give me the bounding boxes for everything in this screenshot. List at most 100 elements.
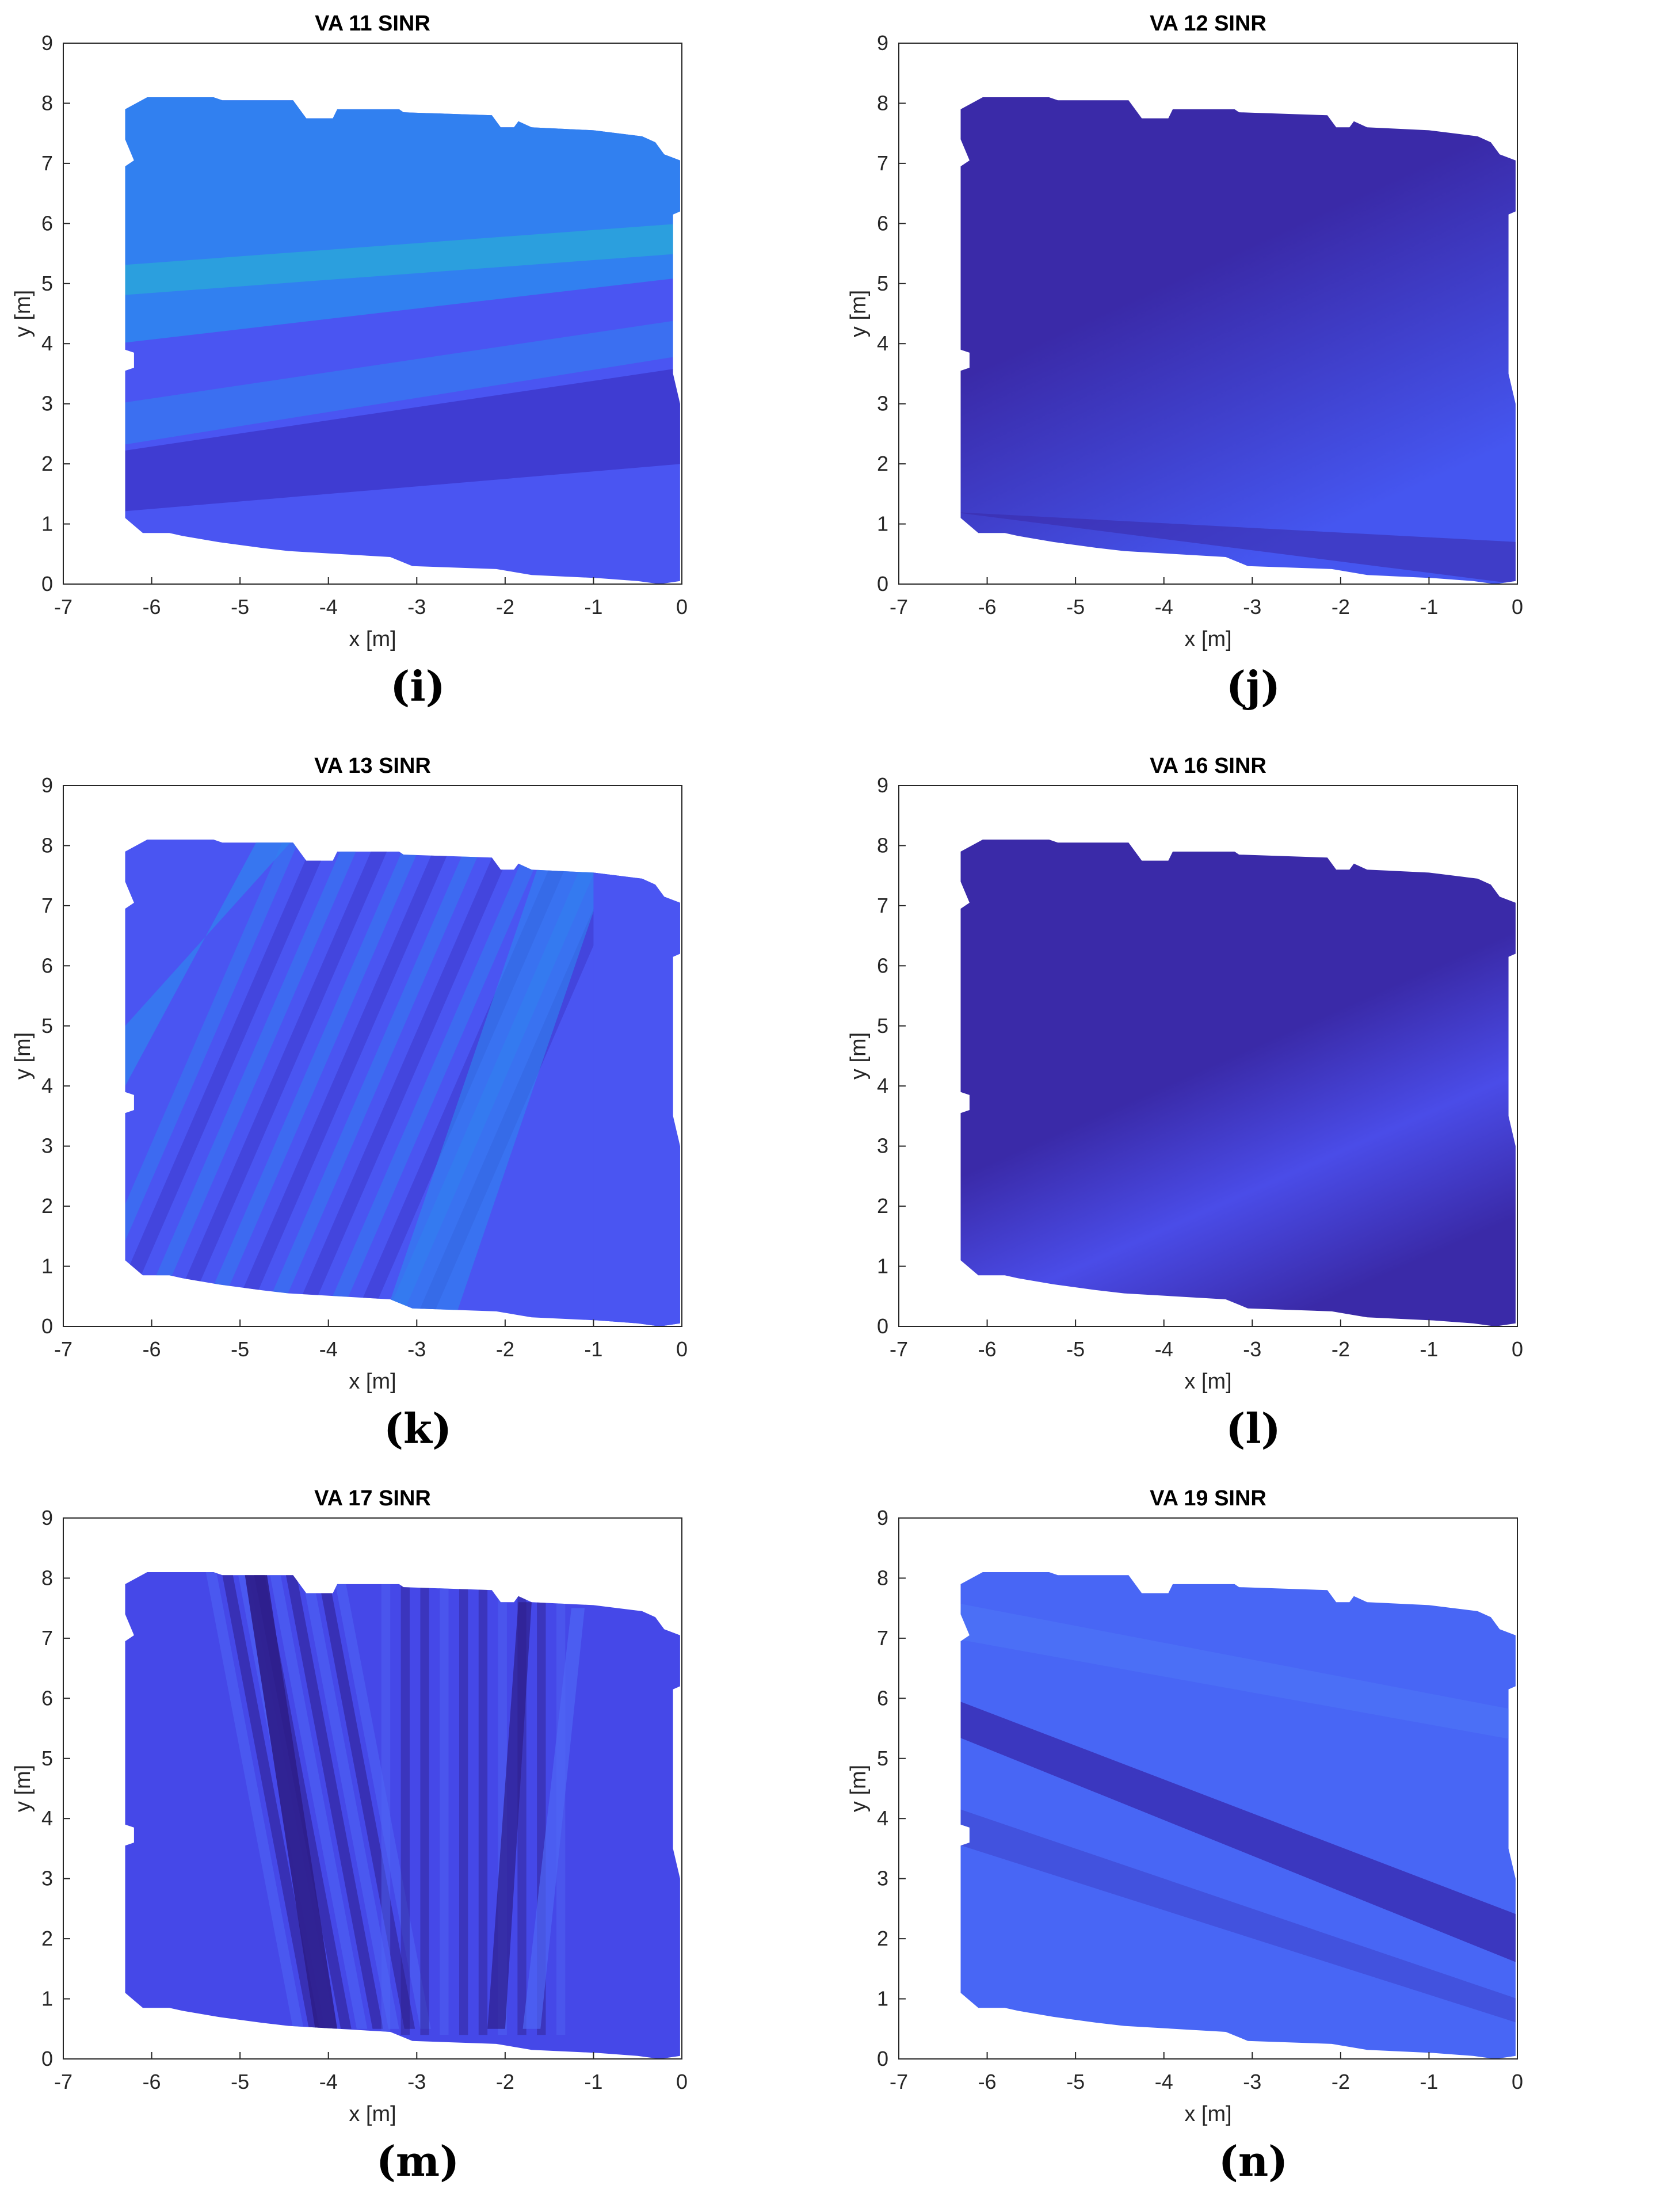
y-tick-label: 5 bbox=[41, 272, 53, 295]
y-tick-label: 6 bbox=[41, 954, 53, 977]
x-tick-label: -6 bbox=[978, 595, 997, 619]
x-tick-label: 0 bbox=[676, 595, 688, 619]
x-tick-label: -6 bbox=[143, 595, 161, 619]
y-tick-label: 7 bbox=[877, 1626, 888, 1650]
sinr-field-l bbox=[960, 840, 1516, 1326]
y-tick-label: 2 bbox=[877, 1927, 888, 1950]
y-tick-label: 8 bbox=[41, 91, 53, 115]
y-tick-label: 9 bbox=[41, 773, 53, 797]
x-tick-label: -4 bbox=[319, 595, 338, 619]
y-tick-label: 1 bbox=[41, 512, 53, 536]
y-axis-label: y [m] bbox=[11, 290, 35, 337]
x-tick-label: -6 bbox=[978, 2070, 997, 2093]
x-tick-label: -2 bbox=[496, 1337, 514, 1361]
y-tick-label: 2 bbox=[41, 1927, 53, 1950]
y-tick-label: 4 bbox=[41, 331, 53, 355]
x-tick-label: -2 bbox=[496, 2070, 514, 2093]
panel-l: -7 -6 -5 -4 -3 -2 -1 0 0 1 2 3 4 5 6 7 8 9 VA 16 SINR x [m]… bbox=[836, 742, 1671, 1479]
y-tick-label: 9 bbox=[877, 773, 888, 797]
x-tick-label: -7 bbox=[890, 2070, 908, 2093]
y-tick-label: 5 bbox=[877, 1746, 888, 1770]
x-tick-label: -3 bbox=[407, 1337, 426, 1361]
axes-box bbox=[63, 1517, 682, 2060]
x-tick-label: -3 bbox=[1243, 1337, 1261, 1361]
x-tick-label: -1 bbox=[1420, 2070, 1438, 2093]
panel-caption: (l) bbox=[1226, 1404, 1281, 1453]
x-axis-label: x [m] bbox=[1184, 1370, 1231, 1394]
y-tick-label: 3 bbox=[41, 392, 53, 415]
heatmap-chart-i: -7 -6 -5 -4 -3 -2 -1 0 0 1 2 3 4 5 6 7 8 9 VA 11 SINR x [m]… bbox=[11, 12, 688, 651]
y-tick-label: 0 bbox=[41, 2047, 53, 2070]
chart-title: VA 16 SINR bbox=[1150, 754, 1266, 778]
sinr-field-j bbox=[960, 97, 1516, 584]
x-axis-label: x [m] bbox=[349, 627, 396, 651]
y-tick-label: 6 bbox=[41, 211, 53, 235]
panel-j: -7 -6 -5 -4 -3 -2 -1 0 0 1 2 3 4 5 6 7 8 9 VA 12 SINR x [m]… bbox=[836, 0, 1671, 737]
y-tick-label: 4 bbox=[877, 1806, 888, 1830]
y-tick-label: 7 bbox=[877, 894, 888, 917]
y-tick-label: 2 bbox=[877, 452, 888, 475]
y-tick-label: 9 bbox=[41, 31, 53, 55]
y-tick-label: 8 bbox=[41, 1566, 53, 1589]
x-tick-label: -1 bbox=[584, 2070, 602, 2093]
y-tick-label: 7 bbox=[41, 151, 53, 175]
axes-box bbox=[63, 43, 682, 585]
x-tick-label: -3 bbox=[1243, 2070, 1261, 2093]
y-tick-label: 6 bbox=[877, 211, 888, 235]
y-tick-label: 6 bbox=[877, 1686, 888, 1710]
x-tick-label: -2 bbox=[1332, 1337, 1350, 1361]
panel-n: -7 -6 -5 -4 -3 -2 -1 0 0 1 2 3 4 5 6 7 8 9 VA 19 SINR x [m]… bbox=[836, 1475, 1671, 2212]
y-tick-label: 8 bbox=[877, 91, 888, 115]
axes-box bbox=[898, 785, 1518, 1327]
y-tick-label: 0 bbox=[877, 572, 888, 596]
y-tick-label: 0 bbox=[41, 572, 53, 596]
chart-title: VA 13 SINR bbox=[314, 754, 431, 778]
x-tick-label: -6 bbox=[143, 2070, 161, 2093]
y-tick-label: 0 bbox=[877, 2047, 888, 2070]
x-tick-label: -2 bbox=[1332, 2070, 1350, 2093]
y-tick-label: 3 bbox=[877, 1867, 888, 1890]
y-axis-label: y [m] bbox=[846, 1032, 871, 1080]
panel-caption: (j) bbox=[1226, 662, 1281, 711]
y-tick-label: 1 bbox=[877, 1254, 888, 1278]
y-tick-label: 9 bbox=[877, 31, 888, 55]
x-tick-label: -5 bbox=[231, 595, 249, 619]
y-tick-label: 4 bbox=[877, 1074, 888, 1097]
panel-caption: (m) bbox=[376, 2137, 460, 2186]
x-tick-label: -3 bbox=[407, 2070, 426, 2093]
y-tick-label: 3 bbox=[41, 1867, 53, 1890]
x-tick-label: -5 bbox=[1066, 1337, 1085, 1361]
y-tick-label: 7 bbox=[877, 151, 888, 175]
y-tick-label: 4 bbox=[41, 1074, 53, 1097]
x-tick-label: -1 bbox=[1420, 595, 1438, 619]
sinr-field-m bbox=[125, 1572, 680, 2059]
x-tick-label: -4 bbox=[1155, 2070, 1173, 2093]
heatmap-chart-j: -7 -6 -5 -4 -3 -2 -1 0 0 1 2 3 4 5 6 7 8 9 VA 12 SINR x [m]… bbox=[846, 12, 1523, 651]
x-tick-label: -7 bbox=[54, 595, 73, 619]
x-tick-label: 0 bbox=[676, 1337, 688, 1361]
x-tick-label: -4 bbox=[1155, 595, 1173, 619]
y-tick-label: 8 bbox=[877, 833, 888, 857]
x-axis-label: x [m] bbox=[1184, 2102, 1231, 2126]
sinr-field-n bbox=[960, 1572, 1516, 2059]
panel-caption: (i) bbox=[390, 662, 445, 711]
y-tick-label: 4 bbox=[877, 331, 888, 355]
y-tick-label: 5 bbox=[41, 1014, 53, 1038]
chart-title: VA 11 SINR bbox=[315, 12, 430, 36]
y-tick-label: 2 bbox=[41, 452, 53, 475]
y-tick-label: 1 bbox=[41, 1254, 53, 1278]
x-tick-label: 0 bbox=[676, 2070, 688, 2093]
y-tick-label: 7 bbox=[41, 894, 53, 917]
y-tick-label: 9 bbox=[41, 1506, 53, 1530]
y-tick-label: 3 bbox=[877, 392, 888, 415]
y-tick-label: 0 bbox=[41, 1314, 53, 1338]
y-tick-label: 5 bbox=[877, 272, 888, 295]
y-axis-label: y [m] bbox=[11, 1032, 35, 1080]
x-tick-label: -1 bbox=[1420, 1337, 1438, 1361]
axes-box bbox=[63, 785, 682, 1327]
axes-box bbox=[898, 1517, 1518, 2060]
x-tick-label: -2 bbox=[496, 595, 514, 619]
y-axis-label: y [m] bbox=[11, 1765, 35, 1812]
x-tick-label: -7 bbox=[890, 1337, 908, 1361]
heatmap-chart-n: -7 -6 -5 -4 -3 -2 -1 0 0 1 2 3 4 5 6 7 8 9 VA 19 SINR x [m]… bbox=[846, 1486, 1523, 2126]
